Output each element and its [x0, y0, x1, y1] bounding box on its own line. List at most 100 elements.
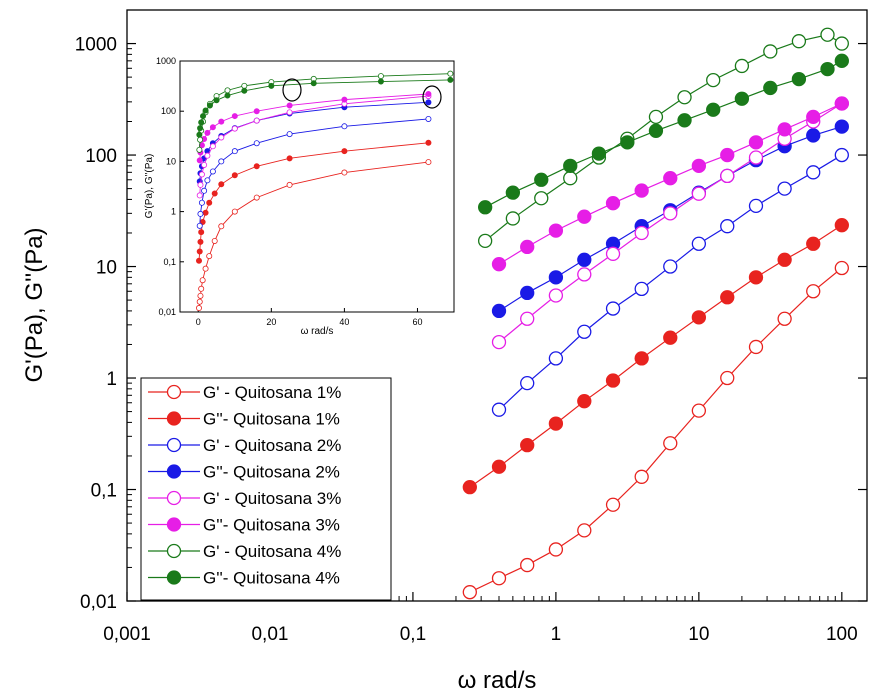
data-point	[748, 339, 764, 355]
data-point	[748, 198, 764, 214]
inset-data-point	[341, 123, 348, 130]
inset-data-point	[231, 148, 238, 155]
legend-marker	[166, 543, 182, 559]
inset-data-point	[377, 73, 384, 80]
legend-label: G''- Quitosana 1%	[203, 410, 340, 429]
data-point	[491, 402, 507, 417]
inset-data-point	[447, 70, 454, 77]
x-tick-label: 0,1	[400, 624, 426, 645]
inset-data-point	[218, 118, 225, 125]
inset-data-point	[341, 169, 348, 176]
data-point	[691, 158, 707, 174]
data-point	[720, 290, 735, 305]
inset-data-point	[231, 172, 238, 179]
legend-label: G''- Quitosana 3%	[203, 516, 340, 535]
y-tick-label: 10	[96, 258, 117, 279]
legend-box	[140, 377, 392, 601]
data-point	[605, 497, 621, 512]
data-point	[577, 394, 592, 409]
data-point	[520, 311, 535, 326]
inset-data-point	[286, 131, 293, 138]
inset-annotation-circle-1	[282, 78, 302, 102]
data-point	[634, 281, 649, 297]
data-point	[677, 113, 692, 128]
inset-data-point	[206, 253, 213, 260]
inset-data-point	[209, 168, 216, 175]
inset-data-point	[425, 139, 432, 146]
legend-label: G' - Quitosana 2%	[203, 436, 341, 455]
data-point	[777, 181, 792, 196]
data-point	[734, 58, 750, 74]
legend-marker	[166, 411, 182, 426]
data-point	[491, 303, 507, 319]
data-point	[691, 186, 707, 201]
data-point	[520, 239, 535, 255]
data-point	[806, 128, 821, 143]
inset-data-point	[286, 109, 293, 116]
data-point	[548, 416, 564, 431]
inset-data-point	[201, 187, 208, 194]
inset-y-tick-label: 1000	[156, 56, 176, 66]
inset-data-point	[231, 125, 238, 132]
x-tick-label: 0,01	[251, 624, 288, 645]
inset-y-tick-label: 0,1	[163, 257, 176, 267]
inset-data-point	[196, 248, 203, 255]
data-point	[634, 469, 649, 484]
data-point	[834, 96, 849, 111]
inset-data-point	[341, 96, 348, 103]
inset-data-point	[200, 113, 207, 120]
data-point	[834, 36, 849, 51]
inset-data-point	[198, 171, 205, 178]
legend-marker	[166, 464, 182, 479]
inset-y-tick-label: 1	[171, 207, 176, 217]
inset-data-point	[211, 190, 218, 197]
data-point	[691, 403, 707, 418]
data-point	[577, 209, 592, 224]
inset-plot-frame	[179, 60, 455, 313]
inset-data-point	[231, 113, 238, 120]
data-point	[648, 109, 664, 125]
inset-data-point	[241, 87, 248, 94]
data-point	[748, 270, 764, 285]
data-point	[605, 246, 621, 261]
data-point	[663, 171, 678, 186]
inset-data-point	[198, 119, 205, 126]
inset-data-point	[209, 143, 216, 150]
inset-data-point	[197, 238, 204, 245]
inset-data-point	[197, 210, 204, 217]
inset-axis-ticks: 0 20 40 60 0,01 0,1 1 10 100 1000	[156, 56, 423, 327]
inset-data-point	[218, 158, 225, 165]
data-point	[577, 252, 592, 267]
data-point	[763, 44, 778, 59]
inset-data-point	[202, 107, 209, 114]
inset-data-point	[202, 209, 209, 216]
data-point	[691, 236, 707, 251]
y-axis-title: G'(Pa), G''(Pa)	[21, 227, 48, 382]
data-point	[834, 260, 849, 276]
data-point	[634, 225, 649, 241]
data-point	[577, 267, 592, 282]
inset-y-tick-label: 0,01	[158, 307, 176, 317]
data-point	[563, 171, 578, 186]
inset-data-point	[425, 91, 432, 98]
inset-data-point	[196, 222, 203, 229]
inset-data-point	[425, 159, 432, 166]
inset-data-point	[196, 131, 203, 138]
legend-label: G' - Quitosana 3%	[203, 489, 341, 508]
y-tick-label: 0,1	[91, 481, 117, 502]
data-point	[663, 436, 678, 451]
data-point	[520, 557, 535, 573]
inset-data-point	[286, 155, 293, 162]
legend-label: G' - Quitosana 4%	[203, 542, 341, 561]
data-point	[663, 259, 678, 274]
data-point	[720, 219, 735, 234]
inset-data-point	[197, 181, 204, 188]
inset-data-point	[218, 134, 225, 141]
data-point	[834, 147, 849, 163]
data-point	[548, 542, 564, 557]
y-tick-label: 0,01	[80, 592, 117, 613]
data-point	[591, 146, 607, 161]
inset-data-point	[196, 146, 203, 153]
